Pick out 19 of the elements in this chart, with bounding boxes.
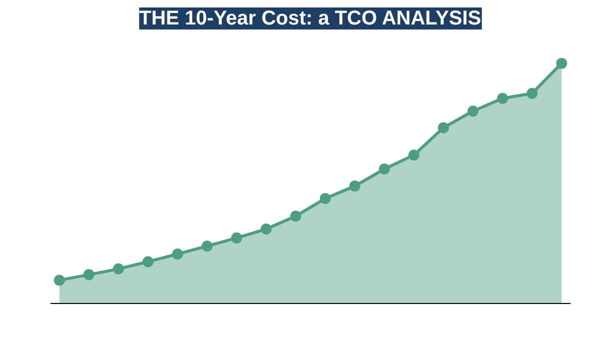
chart-title: THE 10-Year Cost: a TCO ANALYSIS [139, 8, 482, 30]
point [556, 58, 568, 69]
point [526, 88, 538, 99]
point [497, 92, 508, 104]
point [172, 248, 184, 260]
point [231, 232, 242, 244]
point [438, 122, 449, 134]
point [408, 150, 420, 161]
point [54, 274, 65, 286]
point [112, 263, 124, 274]
point [290, 210, 302, 222]
point [142, 256, 154, 268]
point [260, 224, 272, 235]
point [83, 269, 94, 280]
point [320, 193, 331, 204]
point [202, 240, 213, 252]
point [349, 180, 360, 192]
point [468, 106, 478, 117]
point [378, 164, 390, 174]
